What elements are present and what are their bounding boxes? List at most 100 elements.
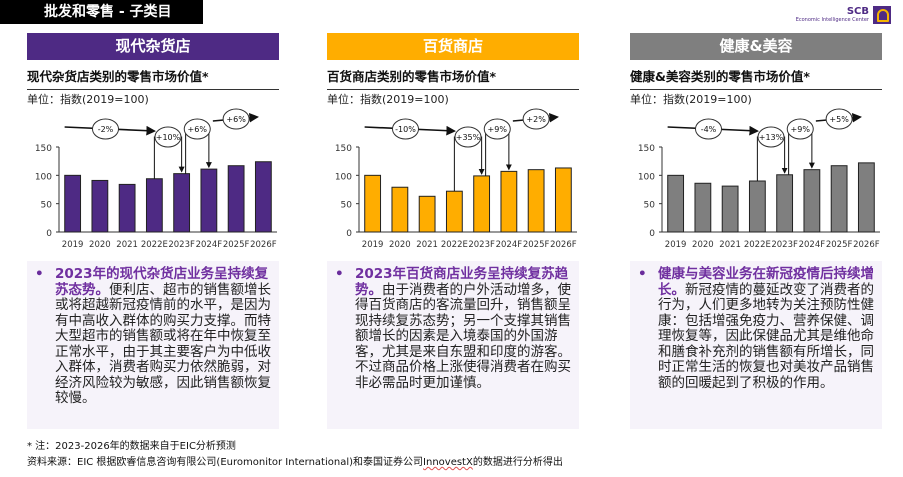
growth-bubble [454,126,482,148]
commentary: • 健康与美容业务在新冠疫情后持续增长。新冠疫情的蔓延改变了消费者的行为，人们更多… [630,261,882,429]
logo-name: SCB [846,6,869,17]
x-tick-label: 2022E [141,240,168,250]
x-tick-label: 2024F [799,240,826,250]
bar-2019 [364,174,382,233]
bar-2024F [500,170,518,233]
x-tick-label: 2026F [550,240,577,250]
y-tick-label: 50 [644,201,656,211]
unit-label: 单位：指数(2019=100) [630,93,752,106]
x-tick-label: 2025F [826,240,853,250]
growth-label: +6% [188,125,208,134]
x-tick-label: 2022E [744,240,771,250]
bullet-icon: • [35,266,44,282]
note-body: 由于消费者的户外活动增多，使得百货商店的客流量回升，销售额呈现持续复苏态势；另一… [355,281,571,391]
growth-label: +2% [526,115,546,124]
bar-2026F [254,161,272,233]
x-tick-label: 2019 [665,240,687,250]
panel-health-beauty: 健康&美容 健康&美容类别的零售市场价值* 单位：指数(2019=100) 0 5… [630,33,882,429]
note-headline: 健康与美容业务在新冠疫情后持续增长。 [658,266,874,298]
bullet-icon: • [638,266,647,282]
y-tick-label: 100 [638,172,655,182]
bar-2023F [173,173,191,233]
bar-2022E [145,178,163,233]
chart-subtitle: 健康&美容类别的零售市场价值* [630,66,882,90]
scb-logo-icon [873,6,891,24]
x-tick-label: 2020 [692,240,714,250]
growth-bubble [522,108,550,130]
commentary: • 2023年的现代杂货店业务呈持续复苏态势。便利店、超市的销售额增长或将超越新冠… [27,261,279,429]
growth-label: -4% [701,125,717,134]
x-tick-label: 2023F [771,240,798,250]
x-tick-label: 2020 [389,240,411,250]
bar-2023F [473,175,491,233]
y-tick-label: 50 [41,201,53,211]
growth-label: +6% [226,115,246,124]
bar-2022E [445,190,463,233]
growth-label: +35% [456,133,481,142]
note-body: 便利店、超市的销售额增长或将超越新冠疫情前的水平，是因为有中高收入群体的购买力支… [55,281,271,406]
y-tick-label: 100 [335,172,352,182]
bar-2026F [857,162,875,233]
x-tick-label: 2021 [719,240,741,250]
x-tick-label: 2022E [441,240,468,250]
bar-2021 [721,185,739,233]
chart-subtitle: 现代杂货店类别的零售市场价值* [27,66,279,90]
x-tick-label: 2026F [853,240,880,250]
y-tick-label: 100 [35,172,52,182]
bar-2023F [776,174,794,233]
growth-bubble [757,126,785,148]
x-tick-label: 2024F [196,240,223,250]
bar-2021 [118,183,136,233]
bar-2025F [830,165,848,233]
growth-bubble [222,108,250,130]
source-text-end: 的数据进行分析得出 [472,457,563,468]
bar-2019 [667,174,685,233]
x-tick-label: 2025F [523,240,550,250]
growth-bubble [825,108,853,130]
bar-2020 [391,186,409,233]
bar-2024F [803,169,821,233]
panel-modern-grocery: 现代杂货店 现代杂货店类别的零售市场价值* 单位：指数(2019=100) 0 5… [27,33,279,429]
bar-2019 [64,174,82,233]
unit-label: 单位：指数(2019=100) [327,93,449,106]
chart-subtitle: 百货商店类别的零售市场价值* [327,66,579,90]
bar-2021 [418,195,436,233]
bar-2020 [91,179,109,233]
panel-department-store: 百货商店 百货商店类别的零售市场价值* 单位：指数(2019=100) 0 50 1… [327,33,579,429]
y-tick-label: 0 [46,229,52,239]
bar-chart: 0 50 100 150 2019 2020 2021 2022E 2023F 2024F 2025… [35,108,277,250]
category-header: 百货商店 [327,33,579,60]
category-header: 健康&美容 [630,33,882,60]
source-note: 资料来源：EIC 根据欧睿信息咨询有限公司(Euromonitor Intern… [27,453,563,468]
y-tick-label: 50 [341,201,353,211]
y-tick-label: 0 [649,229,655,239]
note-headline: 2023年的现代杂货店业务呈持续复苏态势。 [55,266,269,298]
growth-label: +10% [156,133,181,142]
growth-label: +9% [791,125,811,134]
scb-eic-logo: SCB Economic Intelligence Center [796,6,891,24]
bar-2025F [527,169,545,233]
growth-bubble [392,118,419,140]
growth-label: +9% [488,125,508,134]
y-tick-label: 150 [638,144,655,154]
x-tick-label: 2025F [223,240,250,250]
source-innovestx: InnovestX [423,457,473,468]
x-tick-label: 2021 [416,240,438,250]
y-tick-label: 150 [335,144,352,154]
x-tick-label: 2023F [168,240,195,250]
footnote: * 注：2023-2026年的数据来自于EIC分析预测 [27,441,236,452]
commentary: • 2023年百货商店业务呈持续复苏趋势。由于消费者的户外活动增多，使得百货商店的… [327,261,579,429]
note-headline: 2023年百货商店业务呈持续复苏趋势。 [355,266,569,298]
note-body: 新冠疫情的蔓延改变了消费者的行为，人们更多地转为关注预防性健康：包括增强免疫力、… [658,281,874,391]
bar-2022E [748,180,766,233]
logo-subtitle: Economic Intelligence Center [795,17,869,23]
x-tick-label: 2026F [250,240,277,250]
section-title: 批发和零售 - 子类目 [0,0,203,24]
growth-bubble [92,118,119,140]
y-tick-label: 0 [346,229,352,239]
growth-bubble [154,126,182,148]
category-header: 现代杂货店 [27,33,279,60]
bar-2024F [200,168,218,233]
bar-2025F [227,165,245,233]
